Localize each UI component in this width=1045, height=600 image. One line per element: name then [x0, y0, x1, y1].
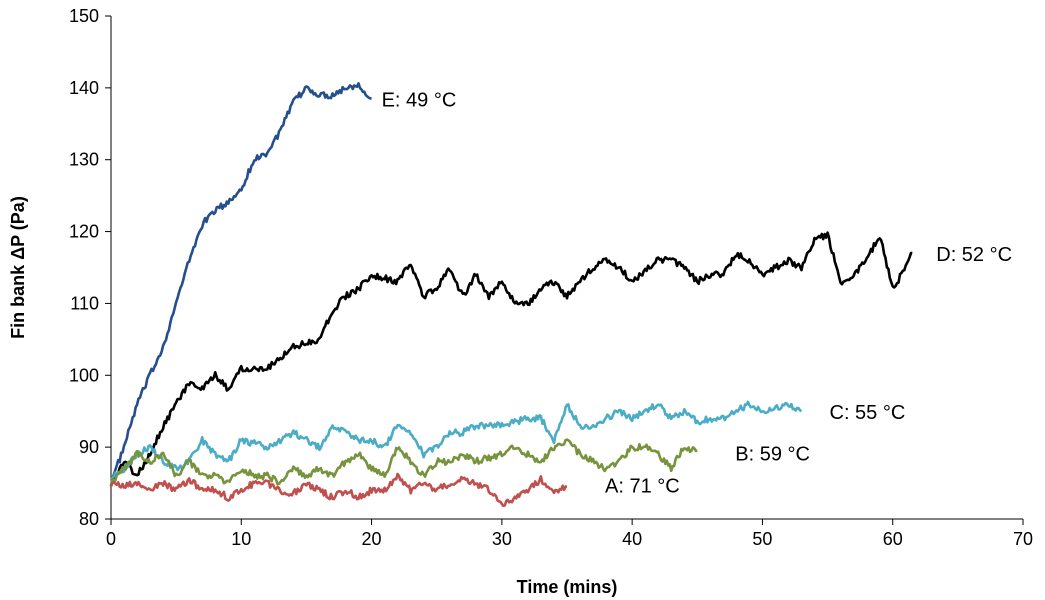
- x-axis-title: Time (mins): [517, 577, 618, 597]
- series-line: [110, 400, 803, 481]
- x-tick-label: 70: [1013, 529, 1033, 549]
- y-tick-label: 130: [69, 150, 99, 170]
- series-label: C: 55 °C: [830, 402, 906, 424]
- x-tick-label: 20: [362, 529, 382, 549]
- series-label: B: 59 °C: [735, 444, 810, 466]
- y-tick-label: 110: [70, 293, 99, 313]
- x-tick-label: 30: [492, 529, 512, 549]
- series-label: A: 71 °C: [605, 476, 680, 498]
- y-tick-label: 90: [79, 437, 99, 457]
- y-tick-label: 100: [69, 365, 99, 385]
- series-label: D: 52 °C: [936, 244, 1012, 266]
- x-tick-label: 40: [622, 529, 642, 549]
- y-tick-label: 120: [69, 222, 99, 242]
- plot-area: 0 10 20 30 40 50 60 70 80 90 100 110 120 130 140 150 E: …: [69, 6, 1033, 549]
- y-tick-label: 150: [69, 6, 99, 26]
- x-tick-label: 0: [106, 529, 116, 549]
- series-line: [109, 231, 913, 487]
- series-line: [109, 82, 372, 487]
- x-tick-label: 60: [883, 529, 903, 549]
- x-tick-label: 50: [752, 529, 772, 549]
- y-axis-title: Fin bank ΔP (Pa): [8, 196, 28, 339]
- y-tick-label: 140: [69, 78, 99, 98]
- series-line: [109, 438, 698, 487]
- series-label: E: 49 °C: [382, 90, 457, 112]
- y-tick-label: 80: [79, 509, 99, 529]
- series-line: [109, 472, 568, 508]
- x-tick-label: 10: [231, 529, 251, 549]
